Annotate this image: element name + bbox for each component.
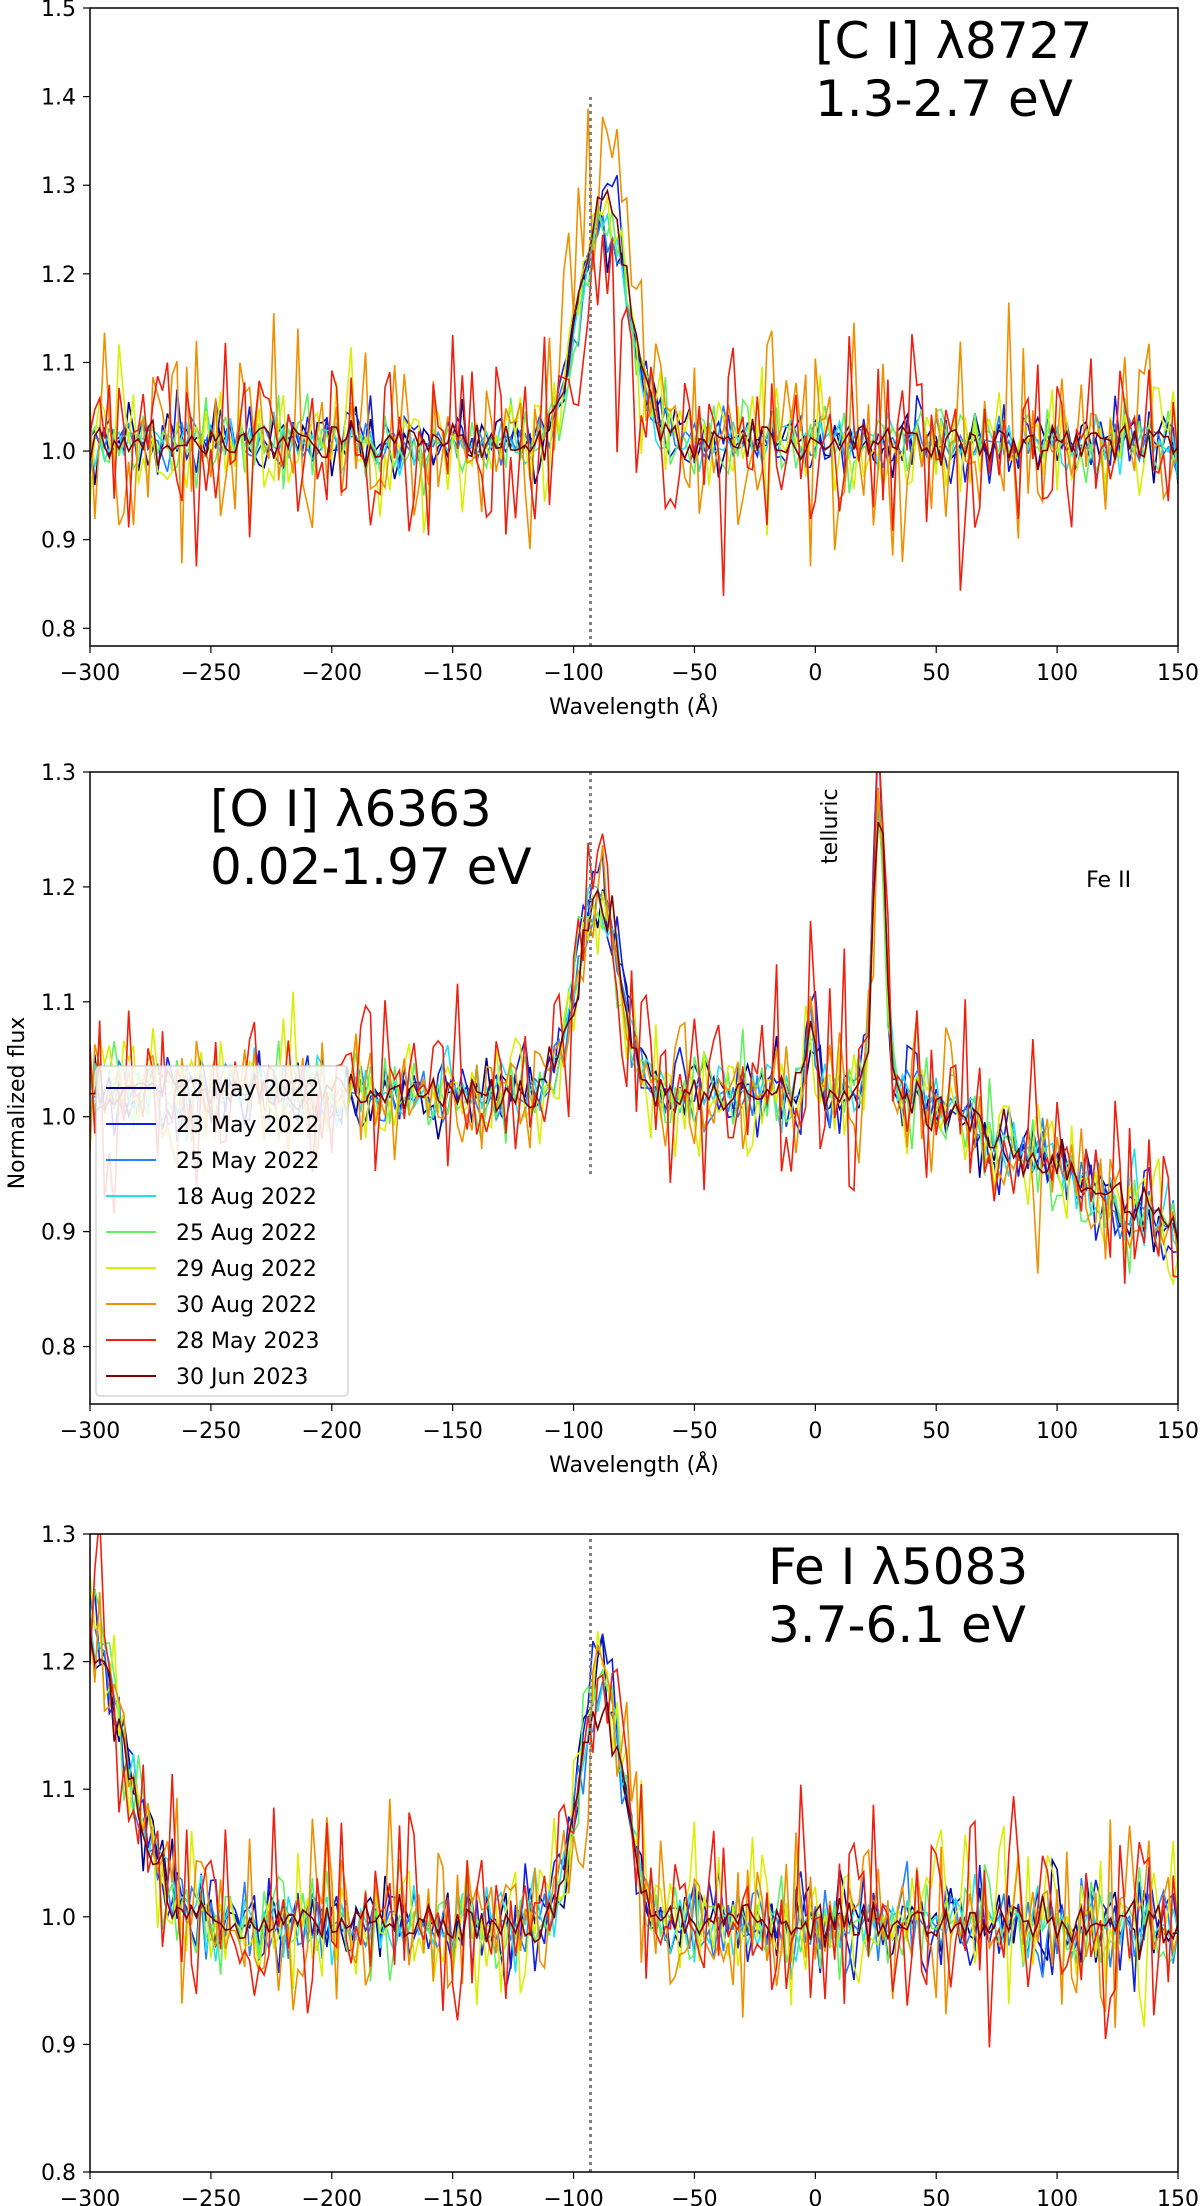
x-tick-label: 100 xyxy=(1036,661,1078,686)
legend-box xyxy=(95,1065,349,1397)
x-tick-label: −200 xyxy=(302,2187,362,2206)
x-tick-label: 50 xyxy=(922,2187,950,2206)
panel-title-line1: [O I] λ6363 xyxy=(210,780,492,838)
x-tick-label: −100 xyxy=(543,661,603,686)
x-tick-label: −300 xyxy=(60,1419,120,1444)
shared-ylabel: Normalized flux xyxy=(5,1017,30,1190)
y-tick-label: 1.5 xyxy=(41,0,76,22)
x-tick-label: 0 xyxy=(808,2187,822,2206)
series-group xyxy=(90,1534,1178,2048)
x-tick-label: 150 xyxy=(1157,661,1199,686)
y-tick-label: 0.9 xyxy=(41,1221,76,1246)
y-tick-label: 1.3 xyxy=(41,174,76,199)
x-tick-label: −50 xyxy=(671,1419,717,1444)
x-tick-label: 50 xyxy=(922,1419,950,1444)
legend-entry-label: 30 Jun 2023 xyxy=(176,1365,308,1390)
legend-entry-label: 29 Aug 2022 xyxy=(176,1257,317,1282)
x-tick-label: −250 xyxy=(181,661,241,686)
series-group xyxy=(90,108,1178,596)
x-tick-label: −250 xyxy=(181,2187,241,2206)
axes-frame xyxy=(89,771,1179,1405)
y-tick-label: 1.4 xyxy=(41,86,76,111)
x-tick-label: 150 xyxy=(1157,1419,1199,1444)
legend-entry-label: 23 May 2022 xyxy=(176,1113,319,1138)
y-tick-label: 1.0 xyxy=(41,440,76,465)
y-tick-label: 1.1 xyxy=(41,991,76,1016)
annotation-label: telluric xyxy=(818,788,843,864)
x-tick-label: −300 xyxy=(60,2187,120,2206)
panel-title-line1: [C I] λ8727 xyxy=(815,12,1092,70)
panel-title-line2: 3.7-6.1 eV xyxy=(768,1596,1026,1654)
x-tick-label: 0 xyxy=(808,661,822,686)
x-tick-label: −100 xyxy=(543,2187,603,2206)
legend-entry-label: 25 Aug 2022 xyxy=(176,1221,317,1246)
legend-entry-label: 18 Aug 2022 xyxy=(176,1185,317,1210)
x-tick-label: 100 xyxy=(1036,1419,1078,1444)
series-line-7 xyxy=(90,1592,1178,2028)
x-tick-label: −100 xyxy=(543,1419,603,1444)
panel-3: −300 −250 −200 −150 −100 −50 0 50 100 150 0.8 0.9 1.… xyxy=(41,1523,1199,2206)
x-axis-label: Wavelength (Å) xyxy=(549,1451,719,1478)
y-tick-label: 1.1 xyxy=(41,351,76,376)
y-tick-label: 1.2 xyxy=(41,263,76,288)
y-tick-label: 0.8 xyxy=(41,617,76,642)
axes-frame xyxy=(89,7,1179,647)
legend-entry-label: 28 May 2023 xyxy=(176,1329,319,1354)
y-tick-label: 1.0 xyxy=(41,1106,76,1131)
legend-entry-label: 25 May 2022 xyxy=(176,1149,319,1174)
x-tick-label: −150 xyxy=(422,661,482,686)
x-tick-label: 50 xyxy=(922,661,950,686)
x-tick-label: −300 xyxy=(60,661,120,686)
panel-title-line1: Fe I λ5083 xyxy=(768,1538,1028,1596)
series-line-9 xyxy=(90,188,1178,471)
y-tick-label: 0.9 xyxy=(41,2033,76,2058)
legend-entry-label: 22 May 2022 xyxy=(176,1077,319,1102)
panel-title-line2: 1.3-2.7 eV xyxy=(815,70,1073,128)
x-tick-label: 0 xyxy=(808,1419,822,1444)
annotation-label: Fe II xyxy=(1086,868,1131,893)
series-line-8 xyxy=(90,234,1178,596)
x-tick-label: −200 xyxy=(302,661,362,686)
legend: 22 May 2022 23 May 2022 25 May 2022 18 Aug … xyxy=(95,1065,349,1397)
x-tick-label: −150 xyxy=(422,1419,482,1444)
y-tick-label: 1.2 xyxy=(41,1651,76,1676)
y-tick-label: 1.0 xyxy=(41,1906,76,1931)
x-tick-label: −200 xyxy=(302,1419,362,1444)
series-line-8 xyxy=(90,1534,1178,2048)
x-tick-label: −50 xyxy=(671,661,717,686)
y-tick-label: 0.8 xyxy=(41,1336,76,1361)
x-tick-label: −150 xyxy=(422,2187,482,2206)
x-tick-label: 100 xyxy=(1036,2187,1078,2206)
series-line-9 xyxy=(90,1633,1178,1959)
y-tick-label: 1.2 xyxy=(41,876,76,901)
axes-frame xyxy=(89,1533,1179,2173)
x-tick-label: −50 xyxy=(671,2187,717,2206)
x-axis-label: Wavelength (Å) xyxy=(549,693,719,720)
y-tick-label: 0.8 xyxy=(41,2161,76,2186)
x-tick-label: −250 xyxy=(181,1419,241,1444)
legend-entry-label: 30 Aug 2022 xyxy=(176,1293,317,1318)
y-tick-label: 1.1 xyxy=(41,1778,76,1803)
panel-1: −300 −250 −200 −150 −100 −50 0 50 100 150 0.8 0.9 1.… xyxy=(41,0,1199,720)
x-tick-label: 150 xyxy=(1157,2187,1199,2206)
y-tick-label: 1.3 xyxy=(41,1523,76,1548)
y-tick-label: 1.3 xyxy=(41,761,76,786)
panel-title-line2: 0.02-1.97 eV xyxy=(210,838,532,896)
y-tick-label: 0.9 xyxy=(41,529,76,554)
